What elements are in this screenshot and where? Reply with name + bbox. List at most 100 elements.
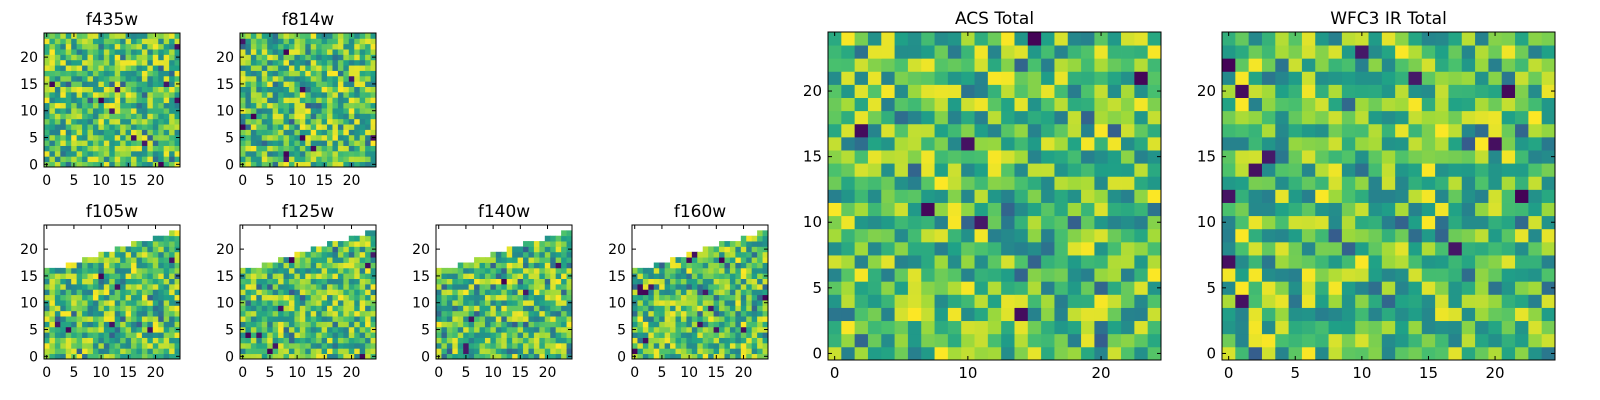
heatmap-cell <box>365 70 371 77</box>
heatmap-cell <box>648 348 655 355</box>
y-tick-label: 20 <box>608 242 626 258</box>
heatmap-cell <box>283 310 290 317</box>
heatmap-cell <box>1067 268 1082 282</box>
heatmap-cell <box>907 346 922 361</box>
heatmap-cell <box>131 294 137 301</box>
heatmap-cell <box>691 332 698 338</box>
heatmap-cell <box>92 257 99 263</box>
heatmap-cell <box>114 43 121 50</box>
heatmap-cell <box>474 283 480 290</box>
heatmap-cell <box>1368 58 1383 72</box>
heatmap-cell <box>60 348 67 355</box>
heatmap-cell <box>642 337 649 344</box>
heatmap-cell <box>332 70 339 77</box>
heatmap-cell <box>256 81 263 87</box>
heatmap-cell <box>907 294 922 308</box>
heatmap-cell <box>1301 123 1316 138</box>
heatmap-cell <box>697 305 704 312</box>
heatmap-cell <box>348 70 355 77</box>
heatmap-cell <box>452 273 459 279</box>
heatmap-cell <box>974 333 989 348</box>
heatmap-cell <box>713 267 720 274</box>
heatmap-cell <box>907 176 922 190</box>
heatmap-cell <box>828 150 842 164</box>
heatmap-cell <box>305 38 312 45</box>
heatmap-cell <box>131 150 137 157</box>
heatmap-cell <box>637 278 644 285</box>
heatmap-cell <box>267 38 274 45</box>
heatmap-cell <box>523 294 529 301</box>
heatmap-cell <box>1054 346 1069 361</box>
heatmap-cell <box>1054 123 1069 138</box>
heatmap-cell <box>136 150 143 157</box>
heatmap-cell <box>305 353 312 360</box>
heatmap-cell <box>1027 281 1042 295</box>
heatmap-cell <box>961 71 975 85</box>
heatmap-cell <box>746 241 753 247</box>
heatmap-cell <box>299 145 306 152</box>
heatmap-cell <box>1288 176 1303 190</box>
heatmap-cell <box>370 257 377 263</box>
heatmap-cell <box>1435 255 1449 269</box>
heatmap-cell <box>250 161 257 168</box>
heatmap-cell <box>528 257 535 263</box>
heatmap-cell <box>974 32 989 46</box>
heatmap-cell <box>1488 333 1503 348</box>
heatmap-cell <box>1027 294 1042 308</box>
heatmap-cell <box>125 70 132 77</box>
heatmap-cell <box>1515 136 1529 151</box>
y-tick-label: 10 <box>20 296 38 312</box>
heatmap-cell <box>65 326 72 333</box>
heatmap-cell <box>555 251 562 258</box>
heatmap-cell <box>987 202 1002 217</box>
heatmap-cell <box>44 49 50 55</box>
heatmap-cell <box>724 283 731 290</box>
heatmap-cell <box>463 300 470 306</box>
heatmap-cell <box>987 176 1002 190</box>
heatmap-cell <box>751 257 758 263</box>
heatmap-cell <box>1288 294 1303 308</box>
heatmap-cell <box>327 59 333 66</box>
heatmap-cell <box>495 278 502 285</box>
heatmap-cell <box>1341 84 1356 98</box>
heatmap-cell <box>724 257 731 263</box>
heatmap-cell <box>250 305 257 312</box>
heatmap-cell <box>961 189 975 203</box>
heatmap-cell <box>49 118 56 125</box>
heatmap-cell <box>44 118 50 125</box>
heatmap-cell <box>566 262 573 269</box>
x-tick-label: 20 <box>1092 364 1111 382</box>
heatmap-cell <box>550 241 557 247</box>
panel-title: ACS Total <box>955 9 1034 29</box>
heatmap-cell <box>894 110 909 125</box>
heatmap-cell <box>310 300 317 306</box>
heatmap-cell <box>463 332 470 338</box>
heatmap-cell <box>1275 333 1289 348</box>
heatmap-cell <box>490 251 497 258</box>
heatmap-cell <box>1515 228 1529 243</box>
heatmap-cell <box>49 59 56 66</box>
heatmap-cell <box>1395 84 1409 98</box>
heatmap-cell <box>370 235 377 242</box>
heatmap-cell <box>1027 71 1042 85</box>
heatmap-cell <box>327 43 333 50</box>
heatmap-cell <box>114 113 121 120</box>
heatmap-cell <box>523 321 529 328</box>
heatmap-cell <box>907 110 922 125</box>
heatmap-cell <box>321 81 328 87</box>
heatmap-cell <box>359 43 366 50</box>
heatmap-cell <box>1107 123 1122 138</box>
heatmap-cell <box>1041 136 1055 151</box>
heatmap-cell <box>1421 136 1436 151</box>
heatmap-cell <box>528 278 535 285</box>
heatmap-cell <box>1235 189 1250 203</box>
heatmap-cell <box>109 326 116 333</box>
heatmap-cell <box>71 267 78 274</box>
heatmap-cell <box>321 156 328 163</box>
heatmap-cell <box>894 123 909 138</box>
heatmap-cell <box>163 91 170 98</box>
heatmap-cell <box>158 113 165 120</box>
heatmap-cell <box>675 326 682 333</box>
heatmap-cell <box>1094 32 1109 46</box>
heatmap-cell <box>642 316 649 322</box>
